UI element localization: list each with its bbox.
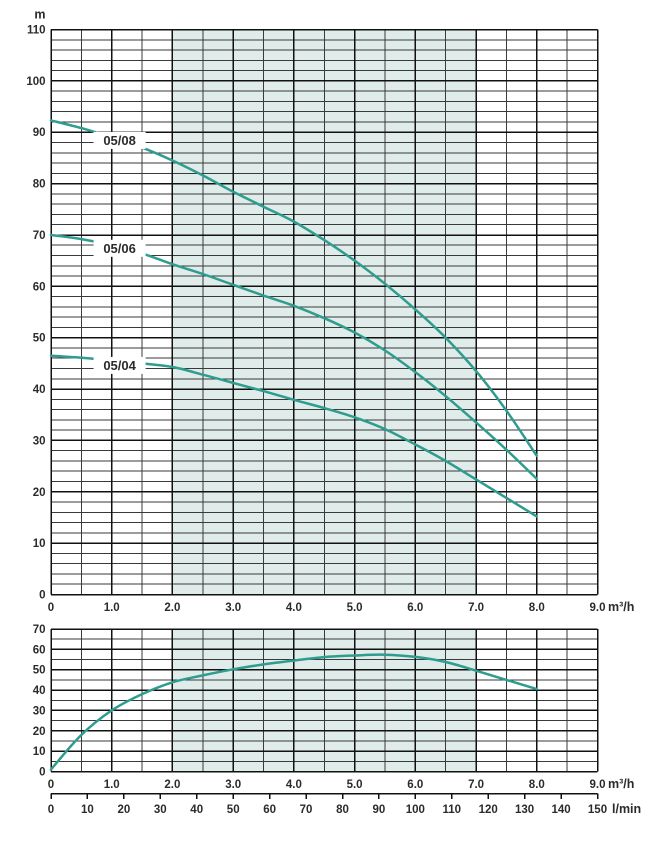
x-tick-label: 0	[48, 602, 54, 614]
x-tick-label: 7.0	[468, 779, 484, 791]
lmin-tick-label: 60	[263, 804, 276, 816]
lmin-tick-label: 150	[588, 804, 607, 816]
x-tick-label: 9.0	[590, 602, 606, 614]
y-tick-label: 100	[26, 76, 45, 88]
curve-label-text: 05/04	[103, 358, 136, 373]
curve-label-05-06: 05/06	[93, 239, 146, 257]
y-tick-label: 40	[33, 685, 46, 697]
lmin-tick-label: 70	[300, 804, 313, 816]
x-tick-label: 3.0	[225, 602, 241, 614]
y-tick-label: 10	[33, 746, 46, 758]
x-axis-unit-label: m³/h	[608, 600, 634, 614]
lmin-tick-label: 80	[336, 804, 349, 816]
x-tick-label: 6.0	[407, 779, 423, 791]
head-chart-grid-major	[50, 28, 599, 596]
lmin-axis: 0 10 20 30 40 50 60 70 80 90 100 110 120 130 140 150 l/m…	[48, 792, 641, 816]
lmin-tick-label: 30	[154, 804, 167, 816]
y-tick-label: 70	[33, 230, 46, 242]
lmin-tick-label: 140	[552, 804, 571, 816]
y-tick-label: 40	[33, 384, 46, 396]
curve-label-patch	[93, 356, 146, 374]
x-tick-label: 6.0	[407, 602, 423, 614]
y-tick-label: 60	[33, 281, 46, 293]
lmin-tick-label: 10	[81, 804, 94, 816]
lmin-tick-label: 90	[373, 804, 386, 816]
y-tick-label: 50	[33, 333, 46, 345]
x-tick-label: 4.0	[286, 779, 302, 791]
y-tick-label: 0	[39, 767, 45, 779]
y-tick-label: 110	[27, 25, 46, 37]
y-tick-label: 0	[39, 590, 45, 602]
x-tick-label: 2.0	[164, 779, 180, 791]
curve-label-patch	[93, 239, 146, 257]
x-tick-label: 0	[48, 779, 54, 791]
lmin-tick-label: 130	[515, 804, 534, 816]
head-chart-x-axis-labels: 0 1.0 2.0 3.0 4.0 5.0 6.0 7.0 8.0 9.0 m³/h	[48, 600, 635, 614]
y-tick-label: 30	[33, 435, 46, 447]
x-tick-label: 1.0	[104, 602, 120, 614]
y-tick-label: 20	[33, 487, 46, 499]
lmin-tick-label: 100	[406, 804, 425, 816]
lmin-unit-label: l/min	[612, 802, 641, 816]
x-tick-label: 4.0	[286, 602, 302, 614]
y-tick-label: 70	[33, 624, 46, 636]
lmin-tick-label: 120	[479, 804, 498, 816]
y-tick-label: 50	[33, 665, 46, 677]
lmin-tick-label: 0	[48, 804, 54, 816]
power-chart-grid-minor	[51, 629, 598, 772]
x-tick-label: 1.0	[104, 779, 120, 791]
curve-label-text: 05/06	[103, 241, 136, 256]
lmin-tick-label: 20	[118, 804, 131, 816]
power-chart-grid-major	[50, 628, 599, 773]
y-tick-label: 20	[33, 726, 46, 738]
head-chart-grid-minor	[51, 29, 598, 595]
curve-label-patch	[93, 131, 146, 149]
lmin-tick-label: 50	[227, 804, 240, 816]
curve-label-text: 05/08	[103, 133, 136, 148]
x-tick-label: 5.0	[347, 779, 363, 791]
y-tick-label: 80	[33, 179, 46, 191]
y-tick-label: 90	[33, 127, 46, 139]
curve-label-05-08: 05/08	[93, 131, 146, 149]
lmin-tick-label: 40	[190, 804, 203, 816]
y-tick-label: 60	[33, 644, 46, 656]
x-tick-label: 8.0	[529, 602, 545, 614]
x-axis-unit-label: m³/h	[608, 777, 634, 791]
curve-label-05-04: 05/04	[93, 356, 146, 374]
x-tick-label: 3.0	[225, 779, 241, 791]
x-tick-label: 7.0	[468, 602, 484, 614]
x-tick-label: 2.0	[164, 602, 180, 614]
y-axis-unit-label: m	[34, 8, 45, 22]
x-tick-label: 8.0	[529, 779, 545, 791]
power-chart: 0 10 20 30 40 50 60 70 0 1.0 2.0 3.0 4.0 5.0 6.0 7.0 8.0…	[33, 624, 641, 816]
curve-power-chart-series0	[49, 653, 539, 771]
y-tick-label: 30	[33, 705, 46, 717]
y-tick-label: 10	[33, 538, 46, 550]
head-chart: 05/08 05/06 05/04 0 10 20 30 40 50 60 70 80 90 100 110…	[26, 8, 634, 615]
head-chart-y-axis-labels: 0 10 20 30 40 50 60 70 80 90 100 110 m	[26, 8, 45, 602]
lmin-tick-label: 110	[443, 804, 462, 816]
power-chart-x-axis-labels: 0 1.0 2.0 3.0 4.0 5.0 6.0 7.0 8.0 9.0 m³/h	[48, 777, 635, 791]
power-chart-y-axis-labels: 0 10 20 30 40 50 60 70	[33, 624, 46, 779]
x-tick-label: 5.0	[347, 602, 363, 614]
x-tick-label: 9.0	[590, 779, 606, 791]
